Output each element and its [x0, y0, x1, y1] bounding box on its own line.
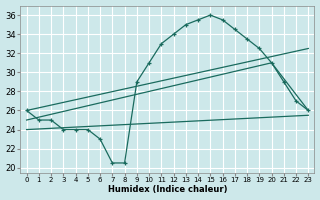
- X-axis label: Humidex (Indice chaleur): Humidex (Indice chaleur): [108, 185, 227, 194]
